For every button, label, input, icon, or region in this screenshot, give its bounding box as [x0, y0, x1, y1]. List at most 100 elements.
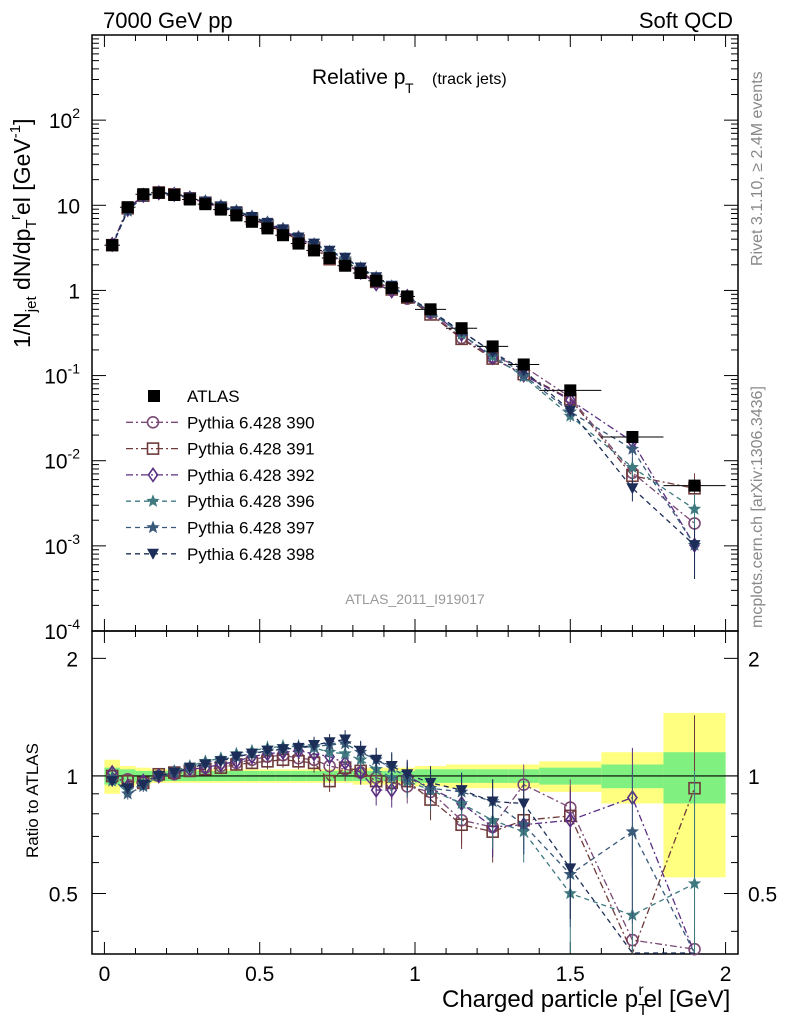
plot-title-subscript: T: [405, 80, 414, 96]
header-process-label: Soft QCD: [639, 8, 733, 33]
legend: ATLAS Pythia 6.428 390 Pythia 6.428 391 Pyt…: [126, 387, 315, 564]
data-point: [385, 281, 398, 294]
main-point: [323, 245, 336, 257]
legend-marker: [146, 415, 160, 429]
data-point: [354, 267, 367, 280]
ratio-point: [106, 776, 119, 788]
data-point: [308, 244, 321, 257]
y-tick-exponent: -2: [68, 446, 81, 462]
main-point: [339, 252, 352, 264]
data-point: [626, 430, 639, 443]
main-point: [688, 540, 701, 552]
y-label-T: T: [23, 220, 40, 229]
y-tick-base: 10: [44, 451, 67, 474]
svg-text:Charged particle pTrel [GeV]: Charged particle pTrel [GeV]: [442, 982, 730, 1019]
ratio-point: [168, 767, 181, 779]
plot-title-qualifier: (track jets): [432, 71, 507, 88]
ratio-point: [455, 785, 468, 797]
data-point: [261, 222, 274, 235]
data-point: [517, 358, 530, 371]
data-point: [230, 209, 243, 222]
ratio-point: [261, 745, 274, 757]
rivet-version-label: Rivet 3.1.10, ≥ 2.4M events: [749, 71, 766, 266]
y-tick-base: 10: [44, 621, 67, 644]
ratio-point: [370, 754, 383, 766]
series-layer: [104, 184, 726, 956]
ratio-point: [486, 796, 499, 808]
ratio-point: [564, 812, 576, 829]
ratio-point: [245, 748, 258, 760]
ratio-point: [137, 779, 150, 791]
x-tick-label: 2: [720, 963, 732, 986]
y-tick-label: 10: [57, 195, 80, 218]
main-point: [687, 502, 702, 515]
ratio-point: [292, 742, 305, 754]
ratio-point: [564, 863, 577, 875]
data-point: [323, 252, 336, 265]
y-tick-label: 10-4: [44, 616, 80, 644]
x-label-tail: el [GeV]: [644, 986, 731, 1013]
ratio-point: [339, 734, 352, 746]
data-point: [245, 215, 258, 228]
legend-label: Pythia 6.428 398: [187, 545, 315, 564]
main-point: [564, 405, 577, 417]
y-tick-exponent: -4: [68, 616, 81, 632]
data-point: [292, 237, 305, 250]
plot-title: Relative p T (track jets): [312, 66, 507, 96]
data-point: [168, 189, 181, 202]
ratio-tick-label-right: 1: [748, 766, 760, 789]
mcplots-reference-label: mcplots.cern.ch [arXiv:1306.3436]: [749, 386, 766, 628]
legend-label: Pythia 6.428 392: [187, 466, 315, 485]
main-point: [625, 460, 640, 474]
data-point: [121, 201, 134, 214]
x-label-main: Charged particle p: [442, 986, 638, 1013]
ratio-point: [355, 764, 367, 781]
y-tick-base: 1: [68, 280, 80, 303]
y-label-close: ]: [9, 119, 35, 125]
y-axis-label: 1/Njet dN/dpTrel [GeV-1]: [7, 119, 40, 348]
data-point: [214, 203, 227, 216]
y-label-part-f: el [GeV: [9, 138, 35, 215]
y-tick-base: 10: [49, 110, 72, 133]
x-axis-label: Charged particle pTrel [GeV]: [442, 982, 730, 1019]
ratio-point: [424, 777, 437, 789]
data-point: [183, 193, 196, 206]
main-point: [626, 483, 639, 495]
ratio-point: [214, 756, 227, 768]
x-tick-label: 0.5: [245, 963, 274, 986]
header-energy-label: 7000 GeV pp: [103, 8, 233, 33]
data-point: [339, 259, 352, 272]
x-tick-label: 0: [99, 963, 111, 986]
legend-label: Pythia 6.428 396: [187, 492, 315, 511]
ratio-tick-label-right: 0.5: [748, 884, 777, 907]
data-point: [152, 186, 165, 199]
data-point: [106, 239, 119, 252]
main-point: [625, 442, 640, 455]
y-label-part-a: 1/N: [9, 312, 35, 348]
data-point: [137, 188, 150, 201]
ratio-point: [385, 761, 398, 773]
y-tick-label: 10-3: [44, 531, 80, 559]
y-label-r: r: [7, 215, 24, 220]
ratio-point: [339, 754, 351, 771]
svg-text:1/Njet dN/dpTrel [GeV-1]: 1/Njet dN/dpTrel [GeV-1]: [7, 119, 40, 348]
ratio-axis-label: Ratio to ATLAS: [23, 743, 42, 858]
ratio-point: [199, 759, 212, 771]
analysis-id-watermark: ATLAS_2011_I919017: [345, 591, 485, 607]
y-tick-exponent: 2: [72, 105, 80, 121]
x-label-r: r: [638, 982, 644, 999]
ratio-tick-label-left: 2: [66, 648, 78, 671]
legend-marker: [146, 520, 160, 534]
legend-marker: [147, 466, 159, 483]
ratio-point: [517, 798, 530, 810]
main-point: [308, 238, 321, 250]
ratio-point: [183, 762, 196, 774]
ratio-point: [121, 783, 134, 795]
y-label-exp: -1: [7, 125, 24, 138]
ratio-point: [687, 876, 702, 890]
ratio-tick-label-right: 2: [748, 648, 760, 671]
ratio-point: [323, 737, 336, 749]
legend-marker: [146, 494, 160, 507]
ratio-point: [230, 751, 243, 763]
